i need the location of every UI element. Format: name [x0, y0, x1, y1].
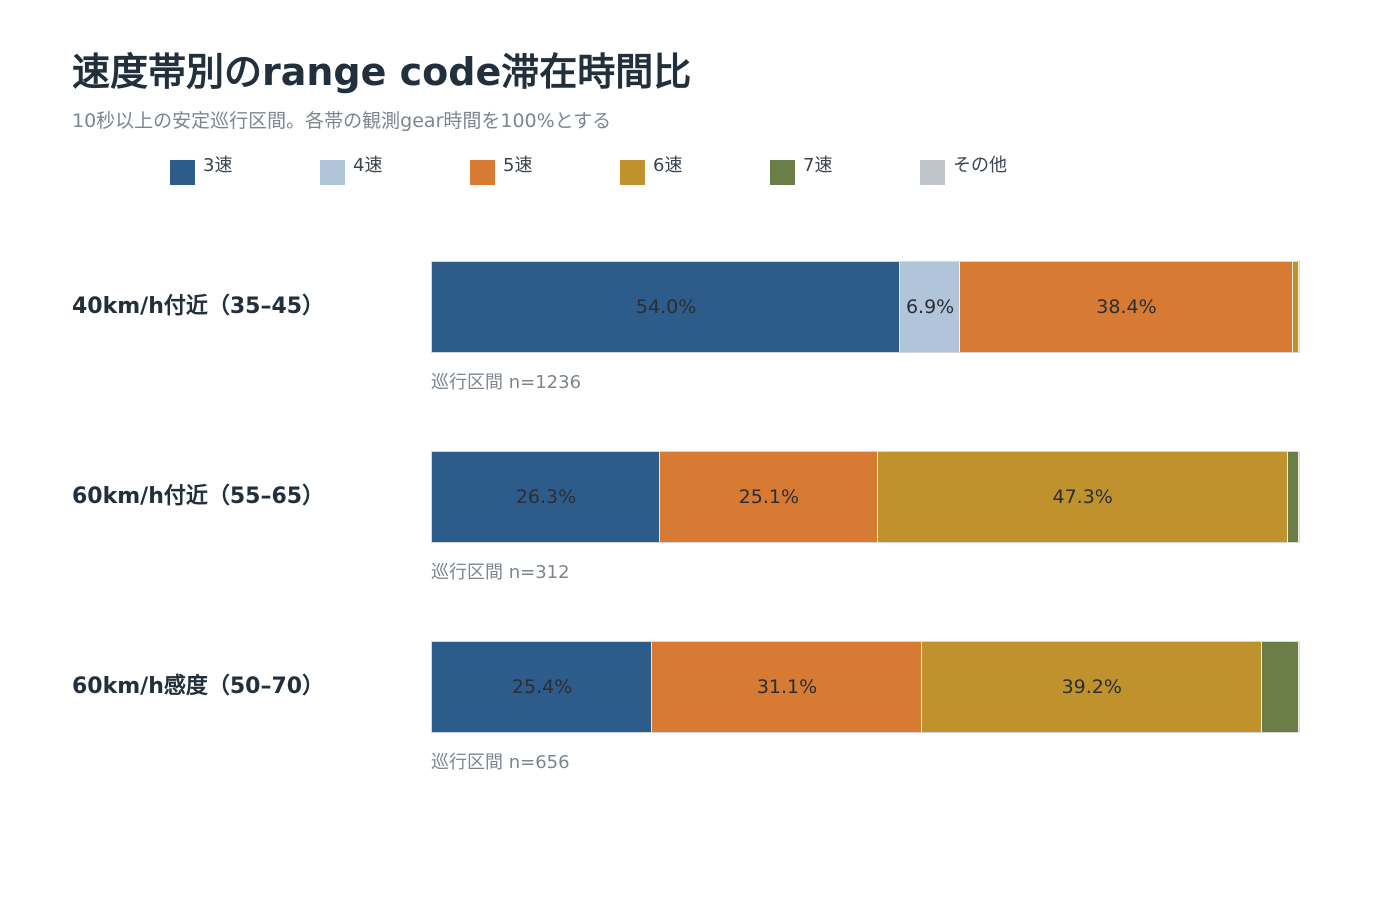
bar-segment	[432, 452, 661, 542]
bar-segment	[652, 642, 922, 732]
legend-swatch	[920, 160, 945, 185]
legend-label: 7速	[803, 155, 833, 176]
bar-segment	[1292, 262, 1299, 352]
bar-segment	[921, 642, 1262, 732]
legend-label: その他	[953, 155, 1007, 176]
chart-title: 速度帯別のrange code滞在時間比	[72, 50, 692, 94]
legend-item: その他	[920, 155, 1007, 185]
legend-swatch	[620, 160, 645, 185]
bar-segment	[900, 262, 960, 352]
bar-segment	[432, 262, 901, 352]
legend-item: 4速	[320, 155, 382, 185]
legend-item: 7速	[770, 155, 832, 185]
stacked-bar: 26.3% 25.1% 47.3%	[431, 451, 1300, 543]
legend-item: 5速	[470, 155, 532, 185]
legend-item: 3速	[170, 155, 232, 185]
sample-size-note: 巡行区間 n=656	[431, 752, 570, 773]
sample-size-note: 巡行区間 n=312	[431, 562, 570, 583]
legend-swatch	[770, 160, 795, 185]
legend: 3速 4速 5速 6速 7速 その他	[170, 155, 1170, 187]
category-label: 60km/h付近（55–65）	[72, 484, 325, 509]
category-label: 40km/h付近（35–45）	[72, 294, 325, 319]
legend-label: 6速	[653, 155, 683, 176]
legend-label: 5速	[503, 155, 533, 176]
legend-label: 4速	[353, 155, 383, 176]
bar-segment	[432, 642, 653, 732]
legend-item: 6速	[620, 155, 682, 185]
legend-swatch	[320, 160, 345, 185]
bar-segment	[1287, 452, 1299, 542]
stacked-bar: 25.4% 31.1% 39.2%	[431, 641, 1300, 733]
bar-segment	[1261, 642, 1299, 732]
stacked-bar: 54.0% 6.9% 38.4%	[431, 261, 1300, 353]
category-label: 60km/h感度（50–70）	[72, 674, 325, 699]
bar-segment	[877, 452, 1288, 542]
legend-swatch	[170, 160, 195, 185]
legend-swatch	[470, 160, 495, 185]
bar-segment	[960, 262, 1293, 352]
sample-size-note: 巡行区間 n=1236	[431, 372, 582, 393]
bar-segment	[660, 452, 878, 542]
chart-subtitle: 10秒以上の安定巡行区間。各帯の観測gear時間を100%とする	[72, 110, 612, 132]
legend-label: 3速	[203, 155, 233, 176]
